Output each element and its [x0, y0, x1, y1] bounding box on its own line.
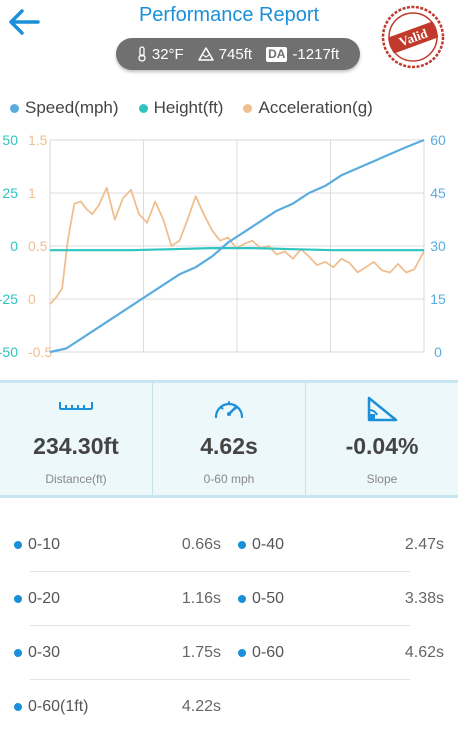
stat-slope: -0.04% Slope: [306, 383, 458, 495]
split-time: 4.22s: [181, 698, 221, 715]
legend-dot-icon: [10, 103, 19, 113]
split-time: 1.16s: [181, 590, 221, 607]
altitude-readout: 745ft: [197, 45, 253, 63]
acceleration-axis-tick-label: -0.5: [28, 344, 52, 360]
split-label: 0-50: [252, 590, 285, 607]
list-item: 0-20 1.16s 0-50 3.38s: [0, 572, 458, 626]
speed-axis-tick-label: 0: [434, 344, 442, 360]
temperature-value: 32°F: [151, 45, 184, 63]
speed-axis-tick-label: 30: [430, 238, 446, 254]
split-item: 0-20: [14, 590, 60, 608]
split-item: 0-50: [238, 590, 284, 608]
mountain-icon: [197, 47, 214, 61]
temperature-readout: 32°F: [137, 46, 184, 63]
altitude-value: 745ft: [218, 45, 253, 63]
split-item: 0-40: [238, 536, 284, 554]
distance-value: 234.30ft: [33, 433, 119, 459]
speed-axis-tick-label: 15: [430, 291, 446, 307]
slope-value: -0.04%: [345, 433, 419, 459]
stat-zero-to-sixty: 4.62s 0-60 mph: [153, 383, 306, 495]
density-altitude-value: -1217ft: [292, 45, 340, 63]
bullet-icon: [238, 595, 246, 603]
back-button[interactable]: [6, 6, 42, 38]
split-time: 1.75s: [181, 644, 221, 661]
split-item: 0-60(1ft): [14, 698, 88, 716]
legend-label: Acceleration(g): [258, 98, 373, 117]
split-time: 4.62s: [404, 644, 444, 661]
list-item: 0-30 1.75s 0-60 4.62s: [0, 626, 458, 680]
split-label: 0-60: [252, 644, 285, 661]
bullet-icon: [238, 541, 246, 549]
legend-dot-icon: [243, 103, 253, 113]
distance-label: Distance(ft): [45, 472, 107, 486]
split-label: 0-60(1ft): [28, 698, 89, 715]
divider: [30, 571, 410, 572]
chart-legend: Speed(mph) Height(ft) Acceleration(g): [10, 98, 373, 118]
bullet-icon: [14, 703, 22, 711]
split-time: 3.38s: [404, 590, 444, 607]
divider: [30, 625, 410, 626]
zero-to-sixty-label: 0-60 mph: [203, 472, 255, 486]
acceleration-axis-tick-label: 1: [28, 185, 36, 201]
slope-icon: [367, 396, 398, 422]
height-axis-tick-label: 0: [10, 238, 18, 254]
acceleration-axis-tick-label: 0.5: [28, 238, 48, 254]
speed-series-line: [49, 138, 425, 354]
zero-to-sixty-value: 4.62s: [200, 433, 258, 459]
legend-item-acceleration: Acceleration(g): [243, 98, 373, 118]
valid-stamp: Valid: [381, 5, 445, 69]
legend-item-height: Height(ft): [138, 98, 224, 118]
splits-list: 0-10 0.66s 0-40 2.47s 0-20 1.16s 0-50 3.…: [0, 518, 458, 730]
da-badge: DA: [266, 46, 288, 62]
acceleration-axis-tick-label: 0: [28, 291, 36, 307]
conditions-pill: 32°F 745ft DA -1217ft: [116, 38, 360, 70]
legend-item-speed: Speed(mph): [10, 98, 119, 118]
density-altitude-readout: DA -1217ft: [266, 46, 339, 63]
speed-axis-tick-label: 60: [430, 132, 446, 148]
split-label: 0-10: [28, 536, 61, 553]
acceleration-axis-tick-label: 1.5: [28, 132, 48, 148]
split-item: 0-30: [14, 644, 60, 662]
list-item: 0-60(1ft) 4.22s: [0, 680, 458, 730]
bullet-icon: [14, 541, 22, 549]
list-item: 0-10 0.66s 0-40 2.47s: [0, 518, 458, 572]
performance-chart: 50 25 0 -25 -50 1.5 1 0.5 0 -0.5 60 45 30 15 0: [0, 132, 446, 360]
legend-dot-icon: [138, 103, 148, 113]
speed-axis-tick-label: 45: [430, 185, 446, 201]
bullet-icon: [14, 649, 22, 657]
height-series-line: [50, 246, 424, 252]
stat-distance: 234.30ft Distance(ft): [0, 383, 153, 495]
split-item: 0-60: [238, 644, 284, 662]
slope-label: Slope: [366, 472, 398, 486]
split-time: 2.47s: [404, 536, 444, 553]
thermometer-icon: [138, 46, 146, 62]
stats-panel: 234.30ft Distance(ft) 4.62s 0-60 mph -0.…: [0, 380, 458, 498]
arrow-left-icon: [9, 9, 40, 35]
height-axis-tick-label: 50: [2, 132, 18, 148]
ruler-icon: [59, 402, 93, 410]
speedometer-icon: [214, 401, 244, 419]
split-time: 0.66s: [181, 536, 221, 553]
height-axis-tick-label: -25: [0, 291, 18, 307]
bullet-icon: [14, 595, 22, 603]
height-axis-tick-label: 25: [2, 185, 18, 201]
divider: [30, 679, 410, 680]
legend-label: Height(ft): [153, 98, 224, 117]
bullet-icon: [238, 649, 246, 657]
split-item: 0-10: [14, 536, 60, 554]
split-label: 0-20: [28, 590, 61, 607]
split-label: 0-40: [252, 536, 285, 553]
split-label: 0-30: [28, 644, 61, 661]
legend-label: Speed(mph): [25, 98, 119, 117]
height-axis-tick-label: -50: [0, 344, 18, 360]
page-title: Performance Report: [138, 4, 320, 26]
acceleration-series-line: [49, 186, 425, 305]
